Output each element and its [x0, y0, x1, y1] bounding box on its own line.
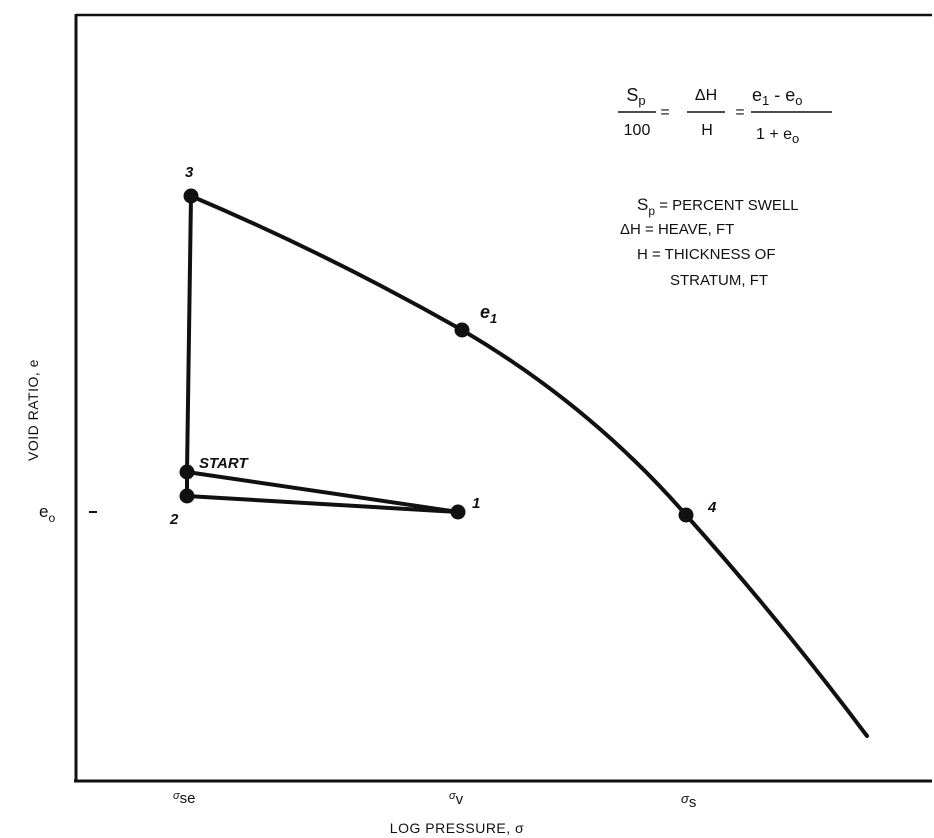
point-1 [451, 505, 466, 520]
formula-rhs-num: e1 - eo [752, 85, 803, 108]
segment-e1-to-4 [462, 330, 686, 515]
formula-e1-sub: 1 [762, 93, 769, 108]
formula-sp-sub: p [638, 93, 645, 108]
definitions-legend: Sp = PERCENT SWELL ΔH = HEAVE, FT H = TH… [620, 195, 799, 289]
segment-start-to-3 [187, 196, 191, 472]
formula-sp: S [626, 85, 638, 105]
swell-formula: Sp 100 = ΔH H = e1 - eo 1 + eo [618, 85, 832, 146]
label-e1-sub: 1 [490, 311, 497, 326]
data-points [180, 189, 694, 523]
x-tick-sigma-se-sub: se [180, 790, 196, 807]
legend-sp-sym: S [637, 195, 648, 214]
legend-dh: ΔH = HEAVE, FT [620, 221, 734, 238]
label-e1-main: e [480, 302, 490, 322]
point-e1 [455, 323, 470, 338]
segment-4-to-end [686, 515, 867, 736]
x-tick-sigma-s-sub: s [689, 794, 697, 811]
point-4 [679, 508, 694, 523]
segment-3-to-e1 [191, 196, 462, 330]
label-point-3: 3 [185, 164, 194, 181]
y-axis-title: VOID RATIO, e [25, 359, 41, 461]
formula-e1: e [752, 85, 762, 105]
label-point-1: 1 [472, 495, 480, 512]
legend-h: H = THICKNESS OF [637, 246, 776, 263]
x-tick-sigma-se: σse [173, 790, 195, 807]
x-tick-sigma-v: σv [449, 790, 464, 808]
legend-h-line2: STRATUM, FT [670, 272, 768, 289]
x-axis-title: LOG PRESSURE, σ [390, 820, 524, 836]
y-tick-eo: eo [39, 502, 55, 525]
label-point-4: 4 [707, 499, 717, 516]
formula-mid-den: H [701, 122, 713, 139]
label-point-e1: e1 [480, 302, 497, 326]
y-tick-eo-sub: o [48, 511, 55, 525]
point-3 [184, 189, 199, 204]
point-2 [180, 489, 195, 504]
formula-rhs-den: 1 + eo [756, 126, 799, 146]
legend-sp: Sp = PERCENT SWELL [637, 195, 799, 218]
formula-mid-num: ΔH [695, 87, 717, 104]
formula-lhs-den: 100 [624, 122, 651, 139]
formula-one-plus-e: 1 + e [756, 126, 792, 143]
formula-lhs-num: Sp [626, 85, 645, 108]
point-start [180, 465, 195, 480]
formula-eq-2: = [735, 104, 744, 121]
legend-sp-text: = PERCENT SWELL [655, 197, 799, 214]
x-tick-sigma-s: σs [681, 791, 696, 811]
y-tick-eo-main: e [39, 502, 48, 521]
label-start: START [199, 455, 249, 472]
formula-eo-sub: o [795, 93, 802, 108]
x-tick-sigma-v-sub: v [456, 791, 464, 808]
label-point-2: 2 [169, 511, 179, 528]
formula-eq-1: = [660, 104, 669, 121]
formula-den-eo-sub: o [792, 131, 799, 146]
formula-minus-eo: - e [769, 85, 795, 105]
